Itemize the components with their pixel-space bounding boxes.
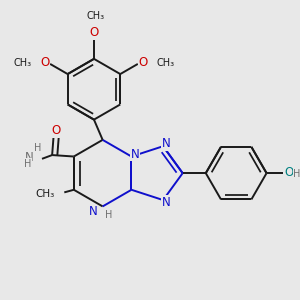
Text: CH₃: CH₃ xyxy=(157,58,175,68)
Text: N: N xyxy=(25,151,34,164)
Text: N: N xyxy=(130,148,139,161)
Text: O: O xyxy=(89,26,99,39)
Text: H: H xyxy=(105,209,112,220)
Text: N: N xyxy=(89,205,98,218)
Text: CH₃: CH₃ xyxy=(86,11,104,21)
Text: H: H xyxy=(34,143,41,153)
Text: H: H xyxy=(24,159,31,169)
Text: H: H xyxy=(293,169,300,179)
Text: O: O xyxy=(51,124,61,137)
Text: CH₃: CH₃ xyxy=(13,58,31,68)
Text: CH₃: CH₃ xyxy=(36,189,55,199)
Text: O: O xyxy=(138,56,148,69)
Text: O: O xyxy=(284,166,293,179)
Text: N: N xyxy=(162,196,170,209)
Text: O: O xyxy=(40,56,50,69)
Text: N: N xyxy=(162,137,170,150)
